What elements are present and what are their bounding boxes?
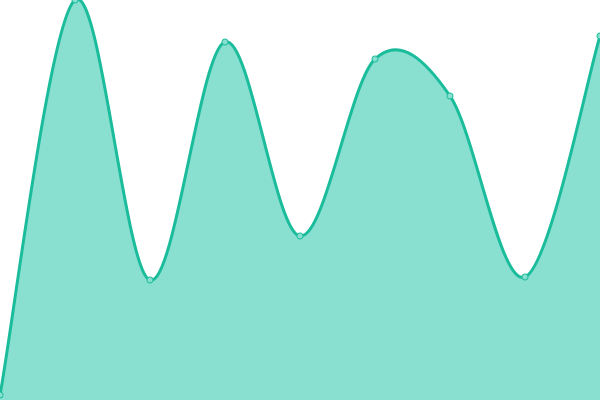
- data-point-4: [296, 232, 304, 240]
- data-point-1: [71, 0, 79, 4]
- data-point-3: [221, 38, 229, 46]
- data-point-0: [0, 391, 4, 399]
- data-point-5: [371, 55, 379, 63]
- data-point-8: [596, 32, 600, 40]
- data-point-2: [146, 276, 154, 284]
- data-point-6: [446, 92, 454, 100]
- data-point-7: [521, 273, 529, 281]
